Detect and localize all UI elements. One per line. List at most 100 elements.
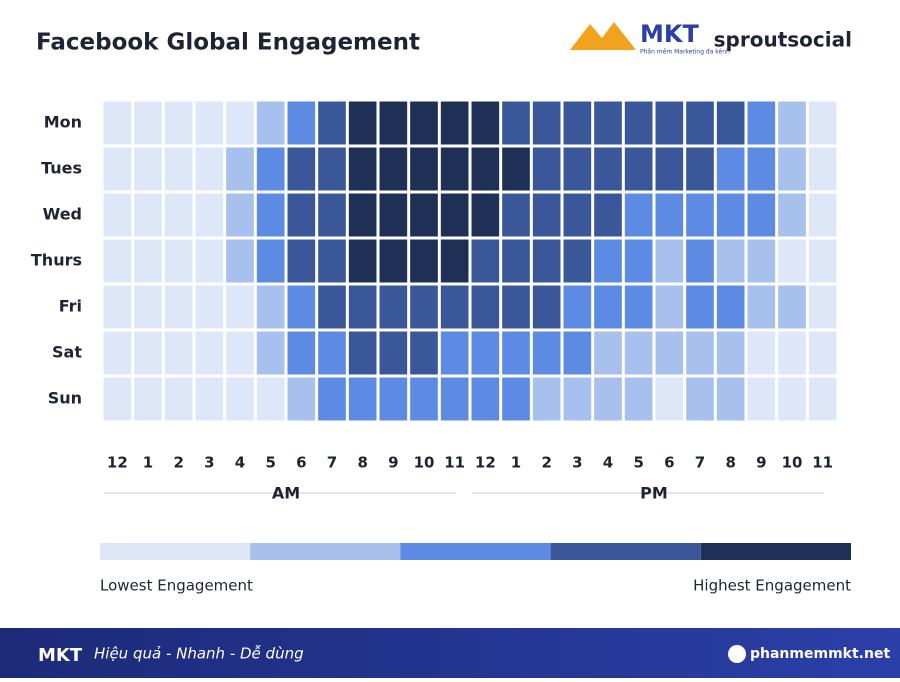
heatmap-cell <box>318 239 346 283</box>
heatmap-cell <box>287 101 316 145</box>
heatmap-cell <box>624 331 653 375</box>
x-tick-label: 7 <box>327 454 337 472</box>
x-tick-label: 3 <box>572 454 582 472</box>
heatmap-cell <box>226 193 254 237</box>
heatmap-cell <box>808 147 837 191</box>
row-label: Wed <box>43 205 82 224</box>
heatmap-cell <box>410 285 438 329</box>
heatmap-cell <box>532 101 561 145</box>
heatmap-cell <box>624 147 653 191</box>
heatmap-cell <box>440 193 469 237</box>
heatmap-cell <box>195 377 224 421</box>
heatmap-cell <box>226 101 254 145</box>
x-tick-label: 2 <box>541 454 551 472</box>
heatmap-cell <box>532 285 561 329</box>
x-tick-label: 6 <box>296 454 306 472</box>
heatmap-cell <box>256 285 285 329</box>
heatmap-cell <box>655 285 684 329</box>
row-label: Thurs <box>31 251 82 270</box>
x-tick-label: 4 <box>603 454 613 472</box>
heatmap-cell <box>471 147 500 191</box>
heatmap-cell <box>747 377 776 421</box>
heatmap-cell <box>778 377 806 421</box>
sprout-logo: sproutsocial <box>714 28 852 52</box>
heatmap-cell <box>655 239 684 283</box>
heatmap-cell <box>471 377 500 421</box>
heatmap-cell <box>256 377 285 421</box>
heatmap-cell <box>410 331 438 375</box>
heatmap-cell <box>502 331 530 375</box>
x-tick-label: 9 <box>756 454 766 472</box>
heatmap-cell <box>716 101 745 145</box>
heatmap-cell <box>379 239 408 283</box>
x-tick-label: 5 <box>633 454 643 472</box>
heatmap-cell <box>532 377 561 421</box>
x-tick-label: 3 <box>204 454 214 472</box>
heatmap-cell <box>410 239 438 283</box>
heatmap-cell <box>348 101 377 145</box>
legend-swatch <box>400 543 551 560</box>
row-label: Fri <box>59 297 82 316</box>
x-tick-label: 8 <box>725 454 735 472</box>
heatmap-cell <box>226 285 254 329</box>
x-tick-label: 6 <box>664 454 674 472</box>
heatmap-cell <box>502 147 530 191</box>
heatmap-cell <box>594 377 622 421</box>
x-tick-label: 11 <box>812 454 833 472</box>
heatmap-cell <box>624 239 653 283</box>
heatmap-cell <box>348 331 377 375</box>
heatmap-cell <box>686 147 714 191</box>
heatmap-cell <box>134 377 162 421</box>
legend-swatch <box>250 543 401 560</box>
row-label: Mon <box>44 113 82 132</box>
heatmap-cell <box>440 331 469 375</box>
heatmap-cell <box>563 377 592 421</box>
heatmap-cell <box>624 285 653 329</box>
x-tick-label: 12 <box>107 454 128 472</box>
heatmap-cell <box>624 193 653 237</box>
heatmap-cell <box>716 239 745 283</box>
heatmap-cell <box>686 285 714 329</box>
heatmap-cell <box>716 377 745 421</box>
x-tick-label: 4 <box>235 454 245 472</box>
heatmap-cell <box>686 331 714 375</box>
heatmap-cell <box>563 285 592 329</box>
legend-swatch <box>100 543 251 560</box>
heatmap-cell <box>103 147 132 191</box>
heatmap-cell <box>164 147 193 191</box>
heatmap-cell <box>134 101 162 145</box>
heatmap-cell <box>624 377 653 421</box>
heatmap-cell <box>164 285 193 329</box>
heatmap-cell <box>502 193 530 237</box>
row-label: Sun <box>48 389 82 408</box>
heatmap-cell <box>195 101 224 145</box>
x-tick-label: 12 <box>475 454 496 472</box>
heatmap-cell <box>747 101 776 145</box>
heatmap-cell <box>287 239 316 283</box>
heatmap-cell <box>440 147 469 191</box>
heatmap-cell <box>594 193 622 237</box>
heatmap-cell <box>502 377 530 421</box>
heatmap-cell <box>594 101 622 145</box>
heatmap-cell <box>379 285 408 329</box>
heatmap-cell <box>532 193 561 237</box>
heatmap-cell <box>379 147 408 191</box>
legend-swatch <box>700 543 851 560</box>
heatmap-cell <box>195 331 224 375</box>
heatmap-cell <box>716 331 745 375</box>
heatmap-cell <box>532 331 561 375</box>
group-label: PM <box>640 484 668 503</box>
heatmap-cell <box>103 377 132 421</box>
heatmap-cell <box>747 285 776 329</box>
heatmap-cell <box>348 147 377 191</box>
heatmap-cell <box>624 101 653 145</box>
row-label: Sat <box>52 343 82 362</box>
heatmap-cell <box>594 147 622 191</box>
heatmap-cell <box>287 193 316 237</box>
heatmap-cell <box>164 101 193 145</box>
heatmap-cell <box>103 193 132 237</box>
footer-bar <box>0 628 900 678</box>
heatmap-cell <box>747 147 776 191</box>
heatmap-cell <box>318 285 346 329</box>
heatmap-cell <box>808 331 837 375</box>
